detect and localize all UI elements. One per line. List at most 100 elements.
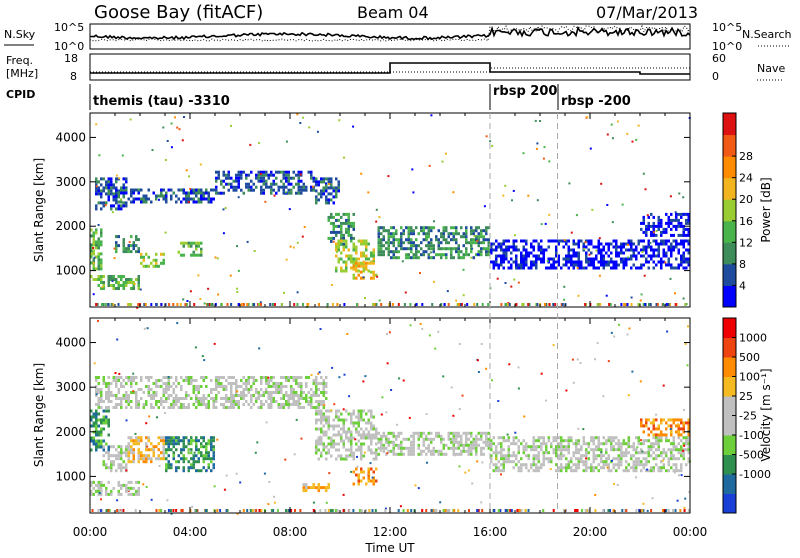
power-ytick-label-1: 2000 [55, 219, 86, 233]
velocity-cbar-label-1: 500 [739, 351, 760, 364]
power-band-10 [327, 212, 355, 246]
nsky-tick-low: 10^0 [54, 40, 84, 53]
nsearch-tick-low: 10^0 [712, 40, 742, 53]
velocity-cbar-seg-0 [723, 493, 736, 514]
power-cbar-label-2: 12 [739, 236, 753, 249]
freq-unit-label: [MHz] [6, 67, 38, 80]
velocity-band-9 [377, 431, 490, 456]
velocity-ytick-label-2: 3000 [55, 380, 86, 394]
power-y-axis: 1000 2000 3000 4000 [55, 130, 690, 278]
cpid-segment-1: themis (tau) -3310 [93, 94, 230, 109]
velocity-panel [89, 317, 691, 514]
velocity-band-8 [302, 483, 330, 493]
station-title: Goose Bay (fitACF) [94, 2, 263, 23]
date-title: 07/Mar/2013 [596, 3, 698, 22]
velocity-cbar-label-3: 25 [739, 390, 753, 403]
velocity-cbar-seg-8 [723, 337, 736, 358]
power-band-9 [315, 177, 340, 205]
power-band-7 [177, 241, 203, 257]
velocity-data-layer [90, 319, 692, 515]
velocity-cbar-seg-3 [723, 435, 736, 455]
power-band-4 [140, 252, 165, 268]
nsearch-label: N.Search [742, 28, 792, 41]
power-band-13 [377, 226, 490, 260]
xtick-label-5: 20:00 [573, 525, 608, 539]
power-scatter [92, 113, 691, 309]
power-cbar-seg-4 [723, 199, 736, 222]
xtick-label-2: 08:00 [273, 525, 308, 539]
power-band-3 [115, 235, 140, 254]
xtick-label-3: 12:00 [373, 525, 408, 539]
nsearch-trace [89, 24, 691, 42]
velocity-band-5 [95, 376, 328, 409]
power-cbar-seg-8 [723, 113, 736, 136]
power-ytick-label-2: 3000 [55, 175, 86, 189]
velocity-band-11 [640, 418, 690, 437]
nave-tick-high: 60 [712, 52, 726, 65]
velocity-cbar-label-2: 100 [739, 371, 760, 384]
velocity-cbar-seg-9 [723, 318, 736, 338]
power-colorbar: 4 8 12 16 20 24 28 [722, 112, 753, 308]
cpid-label: CPID [6, 88, 35, 101]
power-cbar-seg-5 [723, 177, 736, 200]
velocity-cbar-label-0: 1000 [739, 332, 767, 345]
velocity-cbar-seg-5 [723, 396, 736, 416]
power-band-1 [90, 228, 103, 271]
power-cbar-seg-3 [723, 220, 736, 243]
velocity-band-0 [90, 480, 140, 496]
xlabel: Time UT [364, 541, 415, 554]
power-cbar-seg-6 [723, 156, 736, 179]
velocity-cbar-label-7: -1000 [739, 468, 771, 481]
mode-change-markers [489, 113, 558, 513]
power-cbar-frame [722, 112, 737, 308]
power-cbar-seg-2 [723, 242, 736, 265]
power-colorbar-label: Power [dB] [759, 177, 773, 242]
velocity-band-6 [315, 409, 378, 461]
power-cbar-label-1: 8 [739, 258, 746, 271]
nsearch-tick-high: 10^5 [712, 21, 742, 34]
power-cbar-label-3: 16 [739, 215, 753, 228]
xtick-label-4: 16:00 [473, 525, 508, 539]
power-cbar-label-5: 24 [739, 172, 753, 185]
freq-label: Freq. [6, 54, 33, 67]
nsky-trace [90, 25, 691, 41]
velocity-cbar-seg-6 [723, 376, 736, 397]
power-ytick-label-3: 4000 [55, 130, 86, 144]
power-cbar-seg-7 [723, 134, 736, 157]
power-panel [89, 112, 691, 308]
power-cbar-label-0: 4 [739, 279, 746, 292]
velocity-colorbar-label: Velocity [m s⁻¹] [759, 368, 773, 461]
velocity-ytick-label-0: 1000 [55, 469, 86, 483]
velocity-band-7 [352, 467, 378, 486]
velocity-cbar-seg-1 [723, 474, 736, 494]
velocity-band-3 [127, 436, 165, 464]
power-band-2 [97, 275, 140, 290]
velocity-ylabel: Slant Range [km] [32, 363, 46, 467]
velocity-band-2 [102, 445, 128, 473]
time-axis: 00:00 04:00 08:00 12:00 16:00 20:00 00:00 [73, 113, 707, 539]
velocity-colorbar: 1000 500 100 25 -25 -100 -500 -1000 [722, 317, 771, 514]
power-cbar-label-4: 20 [739, 193, 753, 206]
nsky-label: N.Sky [4, 28, 36, 41]
nave-trace [90, 67, 690, 73]
power-band-14 [490, 239, 690, 270]
power-cbar-seg-0 [723, 285, 736, 308]
beam-title: Beam 04 [357, 3, 429, 22]
power-ylabel: Slant Range [km] [32, 158, 46, 262]
cpid-segment-3: rbsp -200 [561, 94, 631, 109]
velocity-band-1 [90, 409, 110, 452]
power-band-15 [640, 212, 690, 237]
velocity-cbar-label-5: -100 [739, 429, 764, 442]
xtick-label-0: 00:00 [73, 525, 108, 539]
nave-label: Nave [757, 62, 785, 75]
velocity-band-10 [490, 436, 690, 473]
power-ytick-label-0: 1000 [55, 264, 86, 278]
velocity-cbar-label-4: -25 [739, 410, 757, 423]
velocity-cbar-seg-4 [723, 415, 736, 436]
power-cbar-seg-1 [723, 263, 736, 286]
freq-tick-low: 8 [70, 70, 77, 83]
power-data-layer [90, 113, 691, 309]
freq-tick-high: 18 [64, 52, 78, 65]
velocity-ytick-label-3: 4000 [55, 336, 86, 350]
